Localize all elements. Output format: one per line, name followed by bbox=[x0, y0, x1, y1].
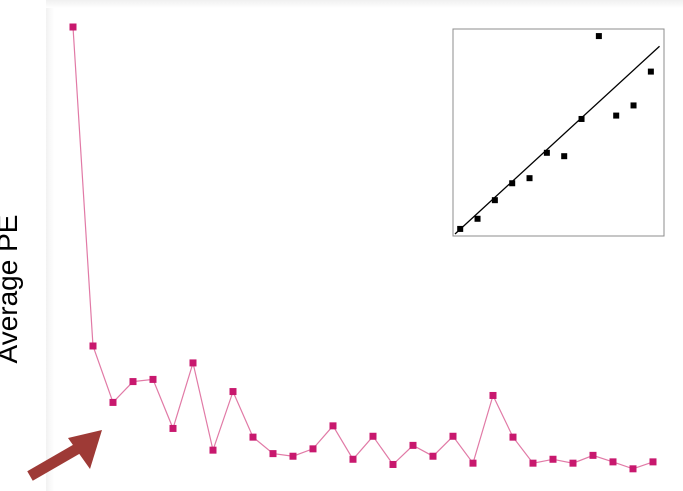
inset-point-10 bbox=[613, 112, 620, 119]
series-point-27 bbox=[589, 451, 597, 459]
inset-point-3 bbox=[491, 197, 498, 204]
series-point-24 bbox=[529, 459, 537, 467]
series-point-25 bbox=[549, 455, 557, 463]
inset-point-12 bbox=[647, 68, 654, 75]
series-point-30 bbox=[649, 458, 657, 466]
inset-point-1 bbox=[457, 225, 464, 232]
series-point-8 bbox=[209, 446, 217, 454]
inset-points bbox=[457, 33, 654, 232]
series-point-2 bbox=[89, 342, 97, 350]
series-point-18 bbox=[409, 441, 417, 449]
inset-point-4 bbox=[509, 180, 516, 187]
series-point-12 bbox=[289, 452, 297, 460]
series-point-28 bbox=[609, 458, 617, 466]
series-point-13 bbox=[309, 445, 317, 453]
inset-point-7 bbox=[561, 153, 568, 160]
series-point-19 bbox=[429, 452, 437, 460]
series-point-23 bbox=[509, 433, 517, 441]
inset-point-2 bbox=[474, 215, 481, 222]
highlight-arrow bbox=[27, 430, 102, 481]
series-point-5 bbox=[149, 375, 157, 383]
inset-point-11 bbox=[630, 102, 637, 109]
y-axis-label: Average PE bbox=[0, 215, 23, 364]
inset-fit-line bbox=[454, 45, 660, 235]
series-point-10 bbox=[249, 433, 257, 441]
series-point-20 bbox=[449, 432, 457, 440]
inset-point-6 bbox=[543, 149, 550, 156]
main-series bbox=[69, 23, 657, 473]
inset-point-5 bbox=[526, 175, 533, 182]
series-point-15 bbox=[349, 455, 357, 463]
series-point-4 bbox=[129, 378, 137, 386]
inset-fit-line-group bbox=[454, 45, 660, 235]
series-point-26 bbox=[569, 459, 577, 467]
series-point-22 bbox=[489, 391, 497, 399]
series-point-21 bbox=[469, 459, 477, 467]
series-point-16 bbox=[369, 432, 377, 440]
inset-plot bbox=[452, 28, 665, 237]
series-point-11 bbox=[269, 450, 277, 458]
series-point-29 bbox=[629, 465, 637, 473]
series-point-14 bbox=[329, 422, 337, 430]
series-point-17 bbox=[389, 460, 397, 468]
series-point-3 bbox=[109, 398, 117, 406]
series-point-7 bbox=[189, 359, 197, 367]
series-point-9 bbox=[229, 388, 237, 396]
series-point-1 bbox=[69, 23, 77, 31]
inset-point-9 bbox=[595, 33, 602, 40]
inset-frame bbox=[452, 28, 665, 237]
inset-point-8 bbox=[578, 115, 585, 122]
series-point-6 bbox=[169, 424, 177, 432]
